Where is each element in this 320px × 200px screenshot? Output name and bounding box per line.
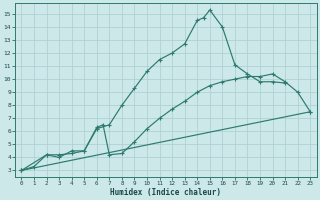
X-axis label: Humidex (Indice chaleur): Humidex (Indice chaleur) bbox=[110, 188, 221, 197]
